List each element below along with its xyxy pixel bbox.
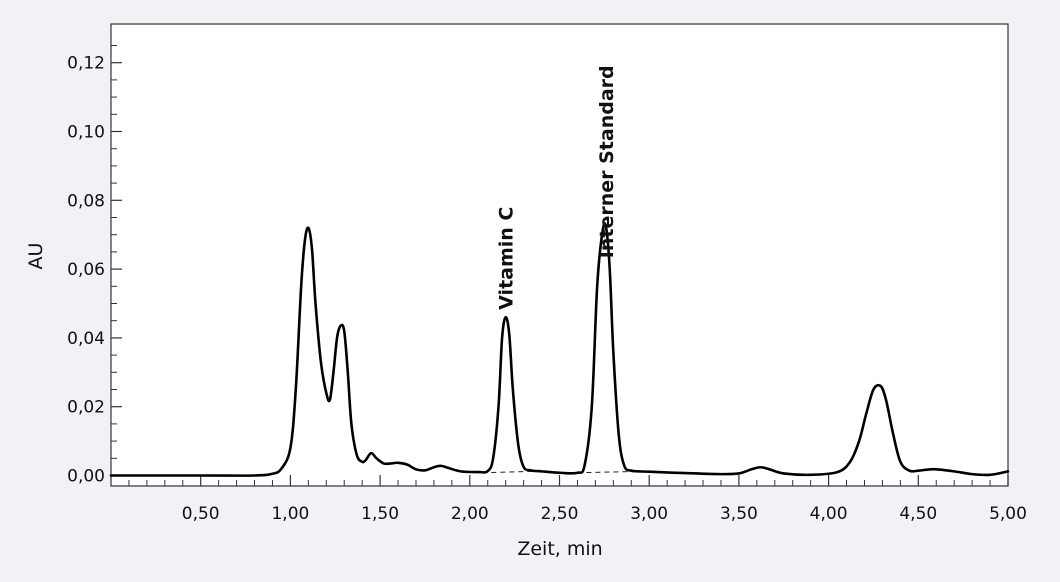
peak-label-internal-standard: Interner Standard xyxy=(596,65,618,258)
x-axis-title: Zeit, min xyxy=(517,538,602,560)
chromatogram-trace xyxy=(109,222,1010,477)
y-tick-label: 0,04 xyxy=(67,329,105,349)
plot-frame xyxy=(110,23,1009,487)
x-tick-label: 0,50 xyxy=(182,504,220,524)
x-tick-label: 2,00 xyxy=(451,504,489,524)
y-axis: 0,00 0,02 0,04 0,06 0,08 0,10 0,12 xyxy=(67,45,122,487)
x-tick-label: 3,00 xyxy=(630,504,668,524)
x-tick-label: 5,00 xyxy=(989,504,1027,524)
y-tick-label: 0,08 xyxy=(67,191,105,211)
x-tick-label: 4,50 xyxy=(899,504,937,524)
x-tick-label: 2,50 xyxy=(541,504,579,524)
x-tick-label: 3,50 xyxy=(720,504,758,524)
peak-annotations: Vitamin C Interner Standard xyxy=(496,65,618,309)
x-tick-label: 4,00 xyxy=(810,504,848,524)
y-tick-label: 0,10 xyxy=(67,123,105,143)
y-tick-label: 0,06 xyxy=(67,260,105,280)
y-tick-label: 0,12 xyxy=(67,54,105,74)
x-axis: 0,50 1,00 1,50 2,00 2,50 3,00 3,50 4,00 4,50 5,00 xyxy=(128,475,1027,524)
x-tick-label: 1,50 xyxy=(361,504,399,524)
y-axis-title: AU xyxy=(25,243,47,270)
y-tick-label: 0,00 xyxy=(67,467,105,487)
baseline-segment xyxy=(577,470,641,474)
y-tick-label: 0,02 xyxy=(67,398,105,418)
x-tick-label: 1,00 xyxy=(271,504,309,524)
integration-baselines xyxy=(482,470,641,474)
peak-label-vitamin-c: Vitamin C xyxy=(496,207,518,310)
